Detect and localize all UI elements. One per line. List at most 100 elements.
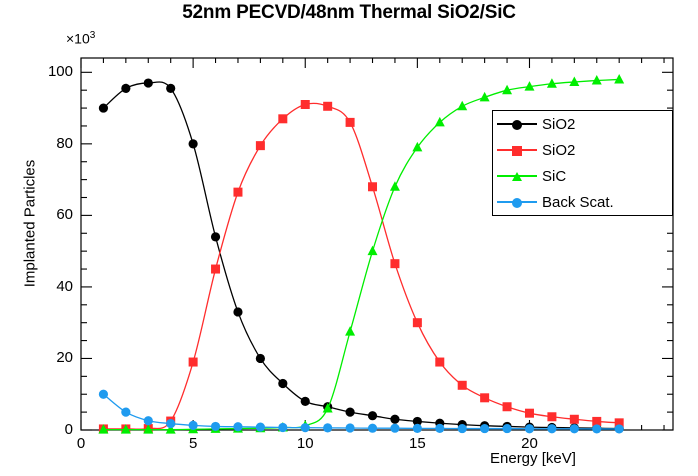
square-marker-icon — [345, 117, 355, 127]
square-marker-icon — [435, 357, 445, 367]
circle-marker-icon — [412, 416, 422, 427]
legend-label-1: SiO2 — [542, 141, 576, 159]
circle-marker-icon — [233, 307, 243, 317]
circle-marker-icon — [512, 120, 522, 130]
series-back-scat--3 — [98, 389, 624, 434]
triangle-marker-icon — [322, 403, 333, 413]
circle-marker-icon — [255, 353, 265, 364]
circle-marker-icon — [166, 83, 176, 94]
triangle-marker-icon — [412, 141, 423, 152]
triangle-marker-icon — [345, 326, 356, 336]
circle-marker-icon — [121, 83, 131, 94]
legend-swatch-sio2-red — [497, 140, 537, 160]
square-marker-icon — [512, 146, 522, 156]
circle-marker-icon — [233, 422, 243, 432]
chart-legend: SiO2 SiO2 SiC Back Scat. — [492, 110, 673, 216]
circle-marker-icon — [278, 378, 288, 389]
triangle-marker-icon — [367, 245, 378, 256]
square-marker-icon — [457, 380, 467, 390]
triangle-marker-icon — [165, 424, 176, 434]
circle-marker-icon — [300, 423, 310, 433]
square-marker-icon — [255, 141, 265, 151]
triangle-marker-icon — [120, 424, 131, 434]
square-marker-icon — [323, 101, 333, 111]
square-marker-icon — [211, 264, 221, 274]
y-axis-multiplier: ×103 — [66, 30, 95, 47]
circle-marker-icon — [502, 423, 512, 434]
circle-marker-icon — [569, 424, 579, 434]
x-tick-label: 0 — [76, 435, 86, 452]
square-marker-icon — [278, 114, 288, 124]
circle-marker-icon — [512, 198, 522, 208]
circle-marker-icon — [166, 418, 176, 429]
axis-frame — [80, 57, 674, 431]
circle-marker-icon — [255, 422, 265, 432]
circle-marker-icon — [143, 78, 153, 88]
square-marker-icon — [233, 187, 243, 197]
square-marker-icon — [547, 412, 557, 422]
square-marker-icon — [412, 318, 422, 328]
triangle-marker-icon — [546, 78, 557, 88]
circle-marker-icon — [367, 411, 378, 421]
circle-marker-icon — [435, 423, 445, 433]
circle-marker-icon — [278, 422, 288, 433]
circle-marker-icon — [143, 416, 153, 426]
legend-item-2[interactable]: SiC — [493, 163, 672, 189]
circle-marker-icon — [547, 424, 557, 434]
legend-swatch-sio2-black — [497, 114, 537, 134]
legend-item-0[interactable]: SiO2 — [493, 111, 672, 137]
circle-marker-icon — [412, 423, 422, 433]
circle-marker-icon — [210, 232, 221, 242]
y-tick-label: 40 — [56, 277, 73, 295]
y-tick-label: 100 — [47, 63, 73, 81]
square-marker-icon — [524, 408, 534, 418]
circle-marker-icon — [300, 396, 310, 406]
square-marker-icon — [480, 393, 490, 403]
circle-marker-icon — [524, 424, 535, 434]
triangle-marker-icon — [524, 81, 535, 91]
triangle-marker-icon — [502, 84, 513, 95]
triangle-marker-icon — [434, 116, 445, 127]
triangle-marker-icon — [569, 76, 580, 86]
circle-marker-icon — [121, 407, 131, 417]
circle-marker-icon — [98, 389, 109, 399]
circle-marker-icon — [592, 424, 602, 434]
x-tick-label: 10 — [296, 435, 314, 452]
square-marker-icon — [502, 402, 512, 412]
circle-marker-icon — [614, 424, 624, 434]
triangle-marker-icon — [614, 73, 625, 84]
legend-swatch-backscat-blue — [497, 192, 537, 212]
circle-marker-icon — [98, 103, 109, 113]
triangle-marker-icon — [512, 172, 522, 181]
circle-marker-icon — [188, 420, 198, 430]
circle-marker-icon — [390, 423, 400, 433]
circle-marker-icon — [210, 421, 221, 432]
triangle-marker-icon — [143, 424, 154, 434]
triangle-marker-icon — [591, 75, 602, 85]
triangle-marker-icon — [457, 100, 468, 111]
legend-label-2: SiC — [542, 167, 567, 185]
y-axis-multiplier-exponent: 3 — [89, 30, 96, 41]
x-tick-label: 20 — [521, 435, 538, 452]
legend-label-3: Back Scat. — [542, 193, 614, 211]
x-tick-label: 5 — [188, 435, 198, 452]
circle-marker-icon — [390, 414, 400, 424]
y-tick-label: 60 — [56, 206, 73, 224]
legend-item-1[interactable]: SiO2 — [493, 137, 672, 163]
square-marker-icon — [390, 259, 400, 269]
triangle-marker-icon — [479, 91, 490, 102]
y-tick-label: 80 — [56, 134, 73, 152]
square-marker-icon — [300, 100, 310, 109]
x-tick-label: 15 — [409, 435, 426, 452]
legend-item-3[interactable]: Back Scat. — [493, 189, 672, 215]
circle-marker-icon — [188, 139, 198, 149]
legend-swatch-sic-green — [497, 166, 537, 186]
y-tick-label: 20 — [56, 349, 73, 367]
y-tick-label: 0 — [64, 421, 73, 438]
circle-marker-icon — [345, 407, 355, 417]
square-marker-icon — [592, 416, 602, 426]
circle-marker-icon — [457, 423, 467, 434]
triangle-marker-icon — [389, 181, 400, 191]
